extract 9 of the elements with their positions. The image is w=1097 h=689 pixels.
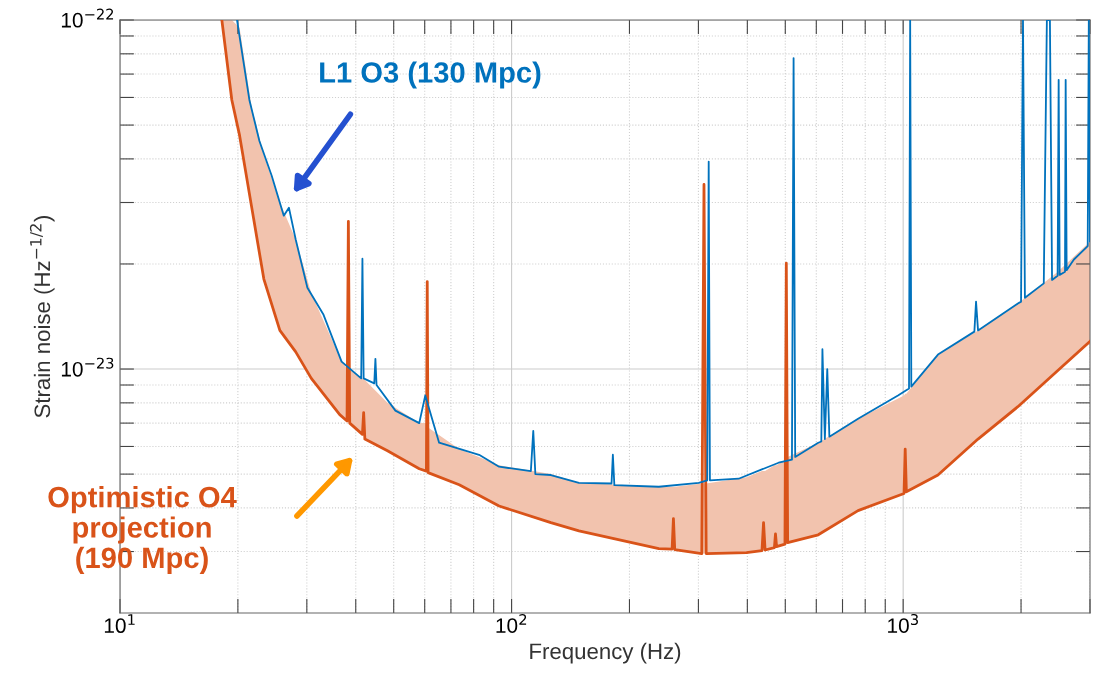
x-tick-label: 10$^{3}$ [888, 614, 918, 633]
x-tick-label: 10$^{1}$ [104, 614, 135, 634]
y-tick-label: 10$^{−23}$ [61, 357, 114, 377]
y-axis-title: Strain noise (Hz$^{−1/2}$) [29, 216, 55, 418]
x-axis-title: Frequency (Hz) [530, 642, 681, 664]
text: Optimistic O4 projection (190 Mpc) [48, 486, 237, 574]
y-tick-label: 10$^{−22}$ [61, 8, 114, 28]
text: L1 O3 (130 Mpc) [320, 61, 541, 89]
x-tick-label: 10$^{2}$ [496, 614, 527, 633]
